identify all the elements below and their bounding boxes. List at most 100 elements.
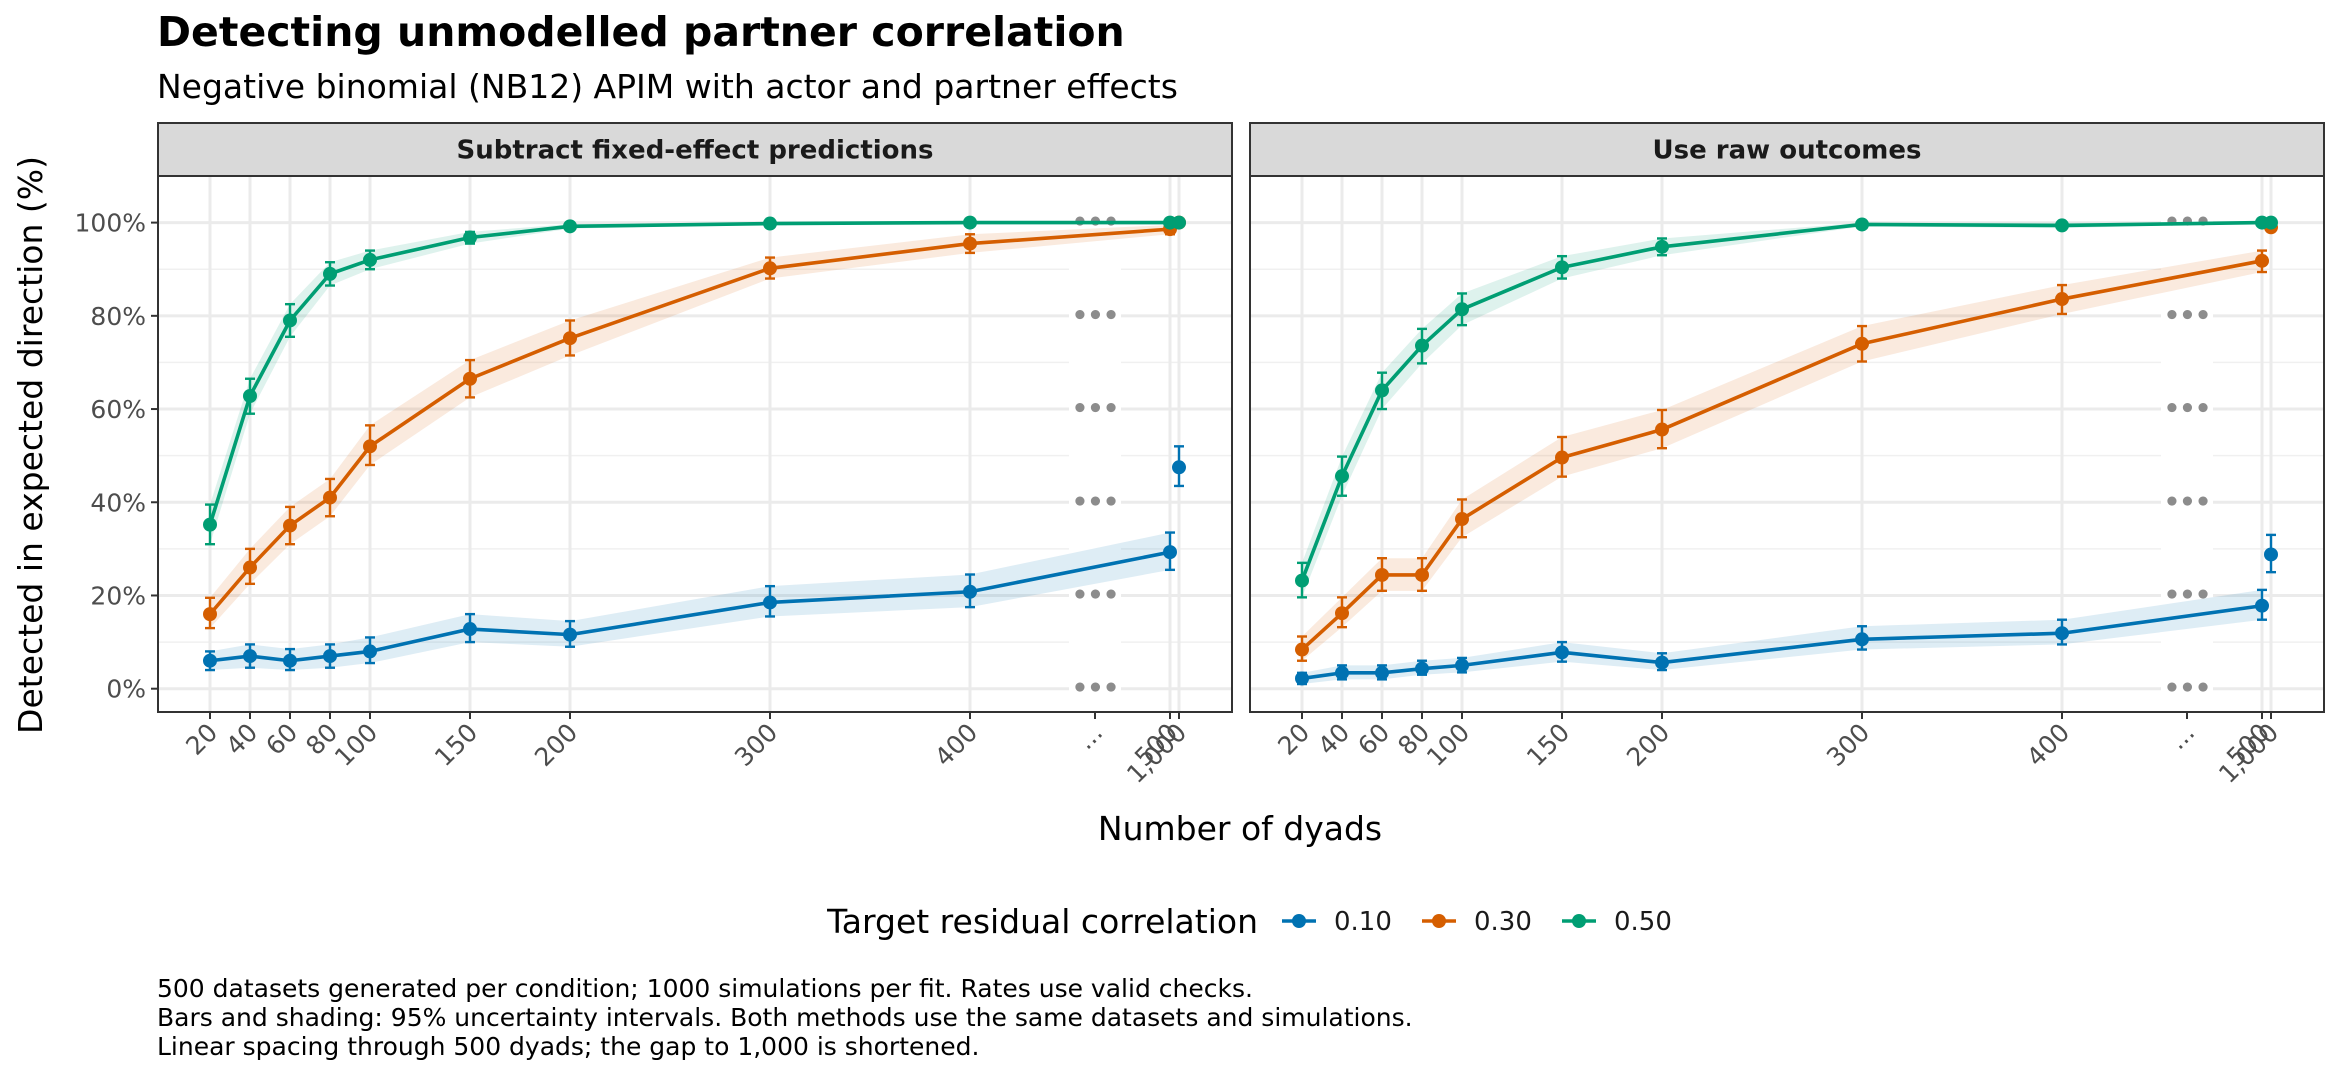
point-0.50-100 — [363, 252, 377, 267]
point-0.30-100 — [1455, 512, 1469, 527]
point-0.50-20 — [203, 517, 217, 532]
ribbon-0.10 — [1302, 589, 2262, 685]
point-0.10-80 — [1415, 661, 1429, 676]
point-0.50-80 — [1415, 338, 1429, 353]
x-tick-label: 40 — [1312, 718, 1355, 761]
axis-break-gap — [1069, 177, 1121, 711]
point-0.50-200 — [1655, 239, 1669, 254]
point-0.10-1000 — [2264, 547, 2278, 562]
point-0.50-400 — [963, 215, 977, 230]
ribbon-0.10 — [210, 532, 1170, 671]
line-0.30 — [208, 227, 1171, 616]
line-0.10 — [209, 550, 1171, 663]
legend-key-point — [1432, 914, 1446, 928]
point-0.30-20 — [1295, 642, 1309, 657]
y-tick-label: 60% — [90, 395, 146, 424]
x-tick-label: 100 — [329, 718, 383, 772]
chart-subtitle: Negative binomial (NB12) APIM with actor… — [157, 67, 1178, 106]
series-0.10 — [1295, 533, 2278, 686]
point-0.50-100 — [1455, 302, 1469, 317]
point-0.50-300 — [1855, 217, 1869, 232]
legend-label: 0.10 — [1334, 907, 1392, 937]
break-marker: ••• — [1072, 394, 1119, 424]
point-0.30-200 — [563, 331, 577, 346]
line-0.50 — [208, 220, 1170, 526]
point-0.10-200 — [563, 627, 577, 642]
y-tick-label: 40% — [90, 488, 146, 517]
legend-item-0.10: 0.10 — [1282, 907, 1392, 937]
x-tick-label: 400 — [929, 718, 983, 772]
point-0.30-80 — [1415, 567, 1429, 582]
break-marker: ••• — [2164, 674, 2211, 704]
legend-item-0.30: 0.30 — [1422, 907, 1532, 937]
point-0.10-200 — [1655, 655, 1669, 670]
y-axis: 0% 20% 40% 60% 80% 100% — [75, 209, 158, 704]
point-0.30-150 — [463, 371, 477, 386]
break-marker: ••• — [2164, 301, 2211, 331]
point-0.10-500 — [2255, 598, 2269, 613]
break-marker: ••• — [2164, 394, 2211, 424]
point-0.10-300 — [763, 595, 777, 610]
series-0.50 — [203, 215, 1186, 546]
point-0.30-400 — [2055, 292, 2069, 307]
point-0.10-150 — [1555, 645, 1569, 660]
caption-line-3: Linear spacing through 500 dyads; the ga… — [157, 1032, 979, 1061]
point-0.50-40 — [1335, 469, 1349, 484]
y-tick-label: 20% — [90, 581, 146, 610]
x-tick-label: 60 — [1352, 718, 1395, 761]
chart-title: Detecting unmodelled partner correlation — [157, 8, 1125, 56]
point-0.30-100 — [363, 439, 377, 454]
panel-border — [1249, 175, 2325, 713]
point-0.50-60 — [283, 313, 297, 328]
x-tick-label: 100 — [1421, 718, 1475, 772]
point-0.50-150 — [463, 230, 477, 245]
legend-label: 0.30 — [1474, 907, 1532, 937]
line-0.30 — [1300, 259, 2263, 651]
series-0.10 — [203, 445, 1186, 672]
legend: Target residual correlation 0.10 0.30 0.50 — [826, 902, 1672, 941]
break-marker: ••• — [2164, 580, 2211, 610]
x-axis-title: Number of dyads — [1098, 809, 1382, 848]
point-0.10-100 — [1455, 658, 1469, 673]
point-0.10-60 — [283, 653, 297, 668]
point-0.50-300 — [763, 216, 777, 231]
y-axis-title: Detected in expected direction (%) — [11, 156, 50, 734]
point-0.30-60 — [1375, 567, 1389, 582]
point-0.50-20 — [1295, 573, 1309, 588]
point-0.50-200 — [563, 219, 577, 234]
point-0.50-400 — [2055, 218, 2069, 233]
point-0.50-1000 — [1172, 215, 1186, 230]
x-tick-label: ... — [2163, 718, 2200, 755]
x-tick-label: 150 — [1521, 718, 1575, 772]
point-0.10-300 — [1855, 632, 1869, 647]
y-tick-label: 0% — [106, 675, 146, 704]
point-0.50-1000 — [2264, 215, 2278, 230]
x-tick-label: 400 — [2021, 718, 2075, 772]
break-marker: ••• — [1072, 580, 1119, 610]
x-tick-label: 20 — [1272, 718, 1315, 761]
ribbon-0.30 — [1302, 250, 2262, 661]
point-0.30-20 — [203, 607, 217, 622]
point-0.30-60 — [283, 518, 297, 533]
point-0.30-300 — [1855, 336, 1869, 351]
point-0.30-40 — [1335, 606, 1349, 621]
line-0.10 — [1301, 603, 2263, 681]
line-0.50 — [1300, 220, 2263, 582]
panels: Subtract fixed-effect predictions ••• ••• •… — [157, 122, 2325, 789]
legend-label: 0.50 — [1614, 907, 1672, 937]
point-0.10-40 — [243, 649, 257, 664]
plot-background — [158, 176, 1232, 712]
x-tick-label: 200 — [1621, 718, 1675, 772]
x-tick-label: 20 — [180, 718, 223, 761]
point-0.10-40 — [1335, 665, 1349, 680]
point-0.10-400 — [2055, 626, 2069, 641]
point-0.10-1000 — [1172, 460, 1186, 475]
point-0.50-80 — [323, 266, 337, 281]
series-0.50 — [1295, 215, 2278, 599]
axis-break-gap — [2161, 177, 2213, 711]
legend-title: Target residual correlation — [826, 902, 1258, 941]
point-0.30-400 — [963, 236, 977, 251]
point-0.10-80 — [323, 649, 337, 664]
